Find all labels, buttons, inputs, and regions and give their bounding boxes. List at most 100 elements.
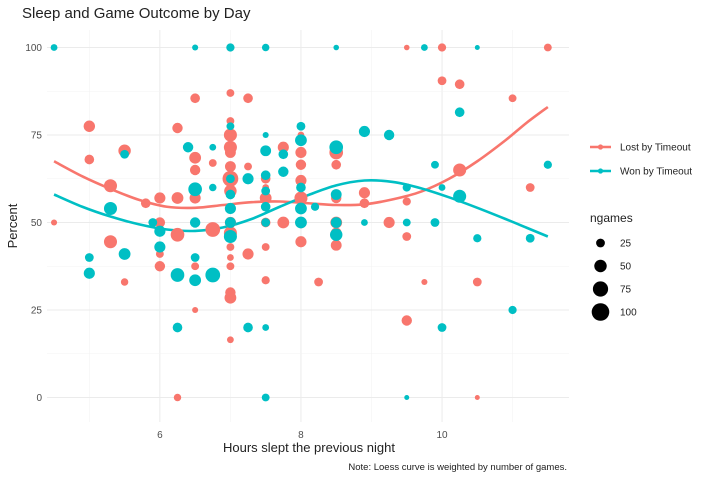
data-point (402, 232, 412, 241)
data-point (473, 234, 482, 243)
data-point (383, 129, 395, 141)
data-point (189, 151, 202, 164)
data-point (420, 44, 428, 51)
data-point (170, 227, 185, 242)
data-point (103, 179, 118, 193)
data-point (295, 134, 307, 147)
data-point (205, 267, 221, 283)
data-point (333, 44, 339, 51)
size-legend-point (594, 259, 607, 273)
data-point (51, 219, 58, 226)
data-point (224, 217, 236, 228)
data-point (205, 222, 221, 237)
size-legend-label: 100 (620, 308, 637, 319)
size-legend-point (592, 281, 609, 297)
data-point (189, 164, 201, 176)
data-point (260, 201, 271, 212)
data-point (262, 131, 269, 139)
data-point (226, 262, 235, 271)
data-point (260, 170, 271, 181)
data-point (226, 336, 234, 344)
data-point (508, 94, 517, 103)
data-point (120, 149, 129, 159)
data-point (310, 202, 320, 211)
data-point (543, 43, 552, 52)
data-point (259, 192, 272, 204)
data-point (154, 261, 166, 272)
data-point (226, 254, 234, 261)
data-point (295, 146, 307, 159)
data-point (189, 217, 201, 228)
data-point (243, 322, 253, 333)
legend-key-point (597, 168, 604, 174)
x-tick-label: 6 (157, 430, 163, 441)
y-tick-label: 25 (31, 306, 43, 317)
data-point (472, 277, 482, 287)
data-point (170, 268, 185, 282)
y-tick-label: 0 (36, 393, 42, 404)
data-point (225, 287, 236, 298)
legend: Lost by Timeout Won by Timeout ngames 25 50 7… (590, 143, 692, 321)
x-tick-label: 8 (298, 430, 304, 441)
data-point (189, 274, 202, 287)
data-point (359, 198, 370, 209)
data-point (261, 243, 270, 251)
legend-label: Lost by Timeout (620, 143, 691, 154)
data-point (278, 149, 289, 160)
data-point (296, 121, 306, 131)
data-points (50, 43, 552, 402)
data-point (224, 202, 236, 215)
data-point (437, 76, 447, 86)
data-point (120, 278, 129, 286)
data-point (172, 122, 183, 134)
legend-key-point (597, 144, 604, 150)
data-point (226, 89, 235, 97)
data-point (330, 239, 342, 251)
data-point (261, 393, 270, 402)
chart-caption: Note: Loess curve is weighted by number … (348, 462, 567, 473)
data-point (402, 197, 411, 206)
data-point (329, 140, 344, 155)
y-tick-label: 100 (25, 43, 42, 54)
data-point (191, 262, 200, 271)
data-point (140, 198, 151, 209)
data-point (525, 233, 535, 243)
data-point (437, 43, 447, 52)
data-point (154, 225, 166, 237)
data-point (404, 395, 410, 400)
data-point (208, 159, 217, 167)
data-point (403, 44, 410, 51)
data-point (226, 174, 235, 184)
loess-line (53, 178, 549, 238)
data-point (226, 43, 235, 52)
data-point (223, 229, 237, 244)
data-point (543, 160, 552, 169)
data-point (83, 120, 96, 132)
size-legend-label: 75 (620, 285, 632, 296)
data-point (244, 162, 252, 171)
y-axis-ticks: 0 25 50 75 100 (25, 43, 42, 404)
data-point (190, 93, 200, 104)
x-tick-label: 10 (436, 430, 448, 441)
data-point (402, 218, 411, 227)
data-point (192, 306, 199, 314)
data-point (209, 183, 217, 192)
data-point (431, 160, 439, 169)
chart-title: Sleep and Game Outcome by Day (22, 5, 251, 22)
data-point (330, 189, 342, 200)
data-point (224, 161, 236, 172)
data-point (182, 142, 194, 153)
data-point (154, 217, 166, 228)
data-point (188, 182, 202, 197)
size-legend-label: 50 (620, 262, 632, 273)
size-legend-title: ngames (590, 211, 633, 225)
data-point (226, 243, 235, 251)
data-point (437, 323, 447, 332)
data-point (296, 182, 306, 193)
legend-label: Won by Timeout (620, 167, 692, 178)
data-point (401, 315, 412, 326)
data-point (329, 228, 343, 241)
data-point (474, 45, 480, 50)
data-point (84, 154, 95, 165)
data-point (261, 218, 271, 227)
